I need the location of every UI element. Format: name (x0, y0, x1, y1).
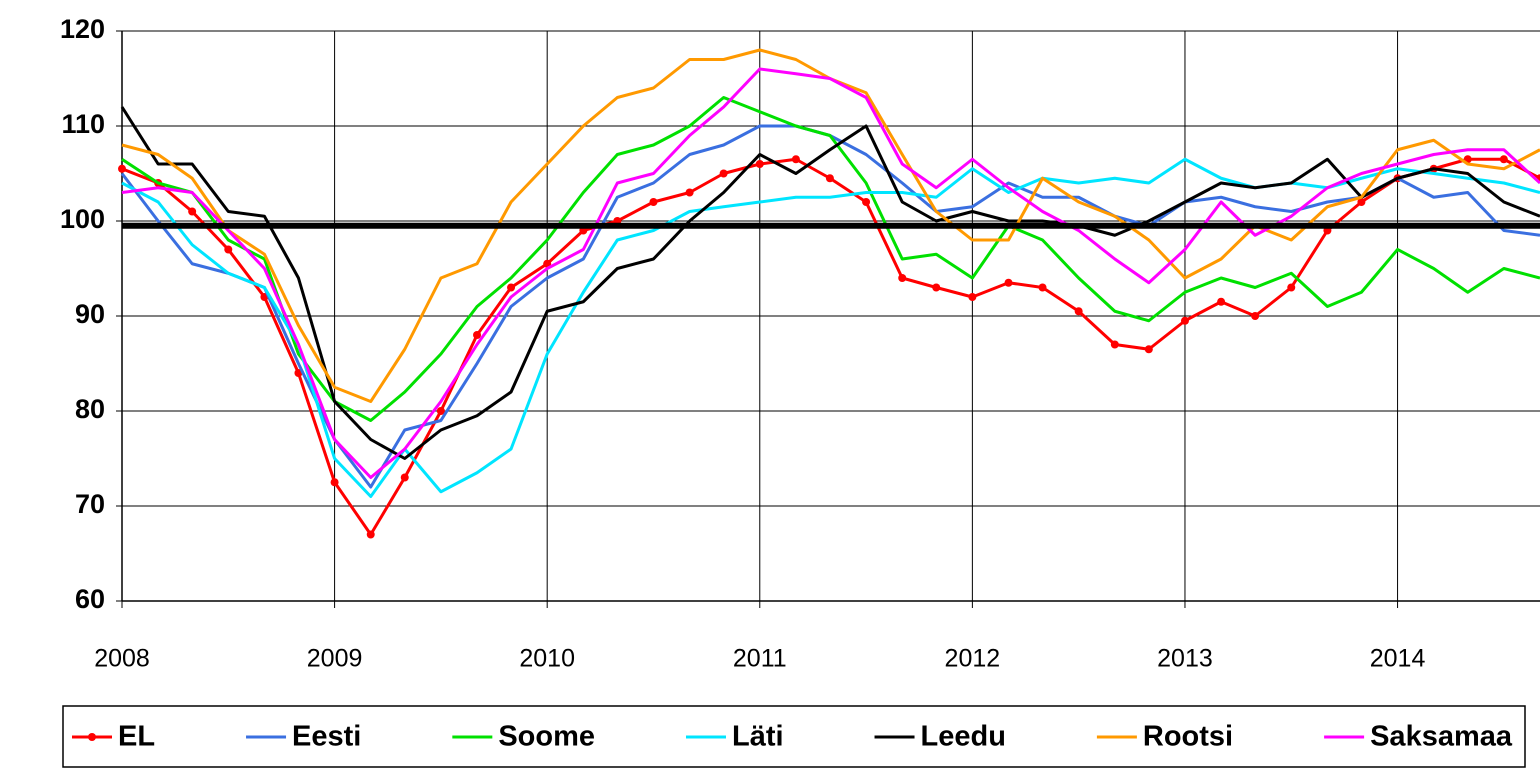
series-marker (436, 407, 445, 415)
series-marker (543, 259, 552, 268)
series-marker (1144, 345, 1153, 354)
series-line (120, 106, 1540, 460)
legend-item: Soome (452, 721, 595, 753)
x-tick-label: 2014 (1370, 645, 1426, 673)
y-tick-label: 60 (75, 584, 105, 614)
legend-label: Läti (732, 721, 784, 753)
y-tick-label: 120 (60, 14, 105, 44)
series-marker (188, 207, 197, 216)
series-marker (649, 198, 658, 206)
series-marker (791, 155, 800, 164)
series-marker (330, 478, 339, 487)
series-marker (968, 293, 977, 301)
legend-label: EL (118, 721, 155, 753)
legend-item: Eesti (246, 721, 361, 753)
series-marker (898, 274, 907, 282)
series-marker (1499, 155, 1508, 164)
series-line (121, 96, 1540, 422)
series-marker (1287, 283, 1296, 292)
x-tick-label: 2012 (945, 645, 1001, 673)
series-marker (366, 530, 375, 539)
legend-label: Soome (498, 721, 595, 753)
series-marker (1004, 278, 1013, 287)
legend-item: Saksamaa (1324, 721, 1513, 753)
series-marker (507, 283, 516, 292)
legend-label: Leedu (921, 721, 1006, 753)
series-marker (1357, 198, 1366, 206)
legend-item: Läti (685, 721, 784, 753)
x-tick-label: 2013 (1157, 645, 1213, 673)
x-tick-label: 2010 (519, 645, 575, 673)
x-tick-label: 2008 (94, 645, 150, 673)
series-marker (1217, 297, 1226, 306)
legend-label: Eesti (292, 721, 361, 753)
y-tick-label: 80 (75, 394, 105, 424)
series-marker (1251, 312, 1260, 320)
series-marker (685, 188, 694, 197)
series-marker (473, 331, 482, 339)
y-tick-label: 70 (75, 489, 105, 519)
legend-label: Rootsi (1143, 721, 1233, 753)
series-marker (755, 160, 764, 168)
legend-item: Rootsi (1096, 721, 1233, 753)
series-marker (1180, 316, 1189, 325)
legend-marker (88, 733, 96, 741)
series-line (121, 157, 1540, 498)
series-marker (932, 283, 941, 292)
series-marker (825, 174, 834, 183)
series-marker (1110, 340, 1119, 349)
series-marker (719, 169, 728, 178)
series-line (121, 67, 1540, 479)
series-marker (1074, 307, 1083, 316)
legend-box (62, 705, 1526, 768)
legend-label: Saksamaa (1370, 721, 1513, 753)
series-marker (400, 473, 409, 482)
legend-item: EL (72, 721, 155, 753)
series-marker (1038, 283, 1047, 292)
series-marker (118, 164, 126, 173)
y-tick-label: 90 (75, 299, 105, 329)
x-tick-label: 2011 (733, 645, 787, 673)
series-marker (224, 245, 233, 254)
legend-item: Leedu (874, 721, 1006, 753)
series-marker (862, 198, 871, 206)
y-tick-label: 110 (61, 109, 105, 139)
y-tick-label: 100 (60, 204, 105, 234)
x-tick-label: 2009 (307, 645, 363, 673)
